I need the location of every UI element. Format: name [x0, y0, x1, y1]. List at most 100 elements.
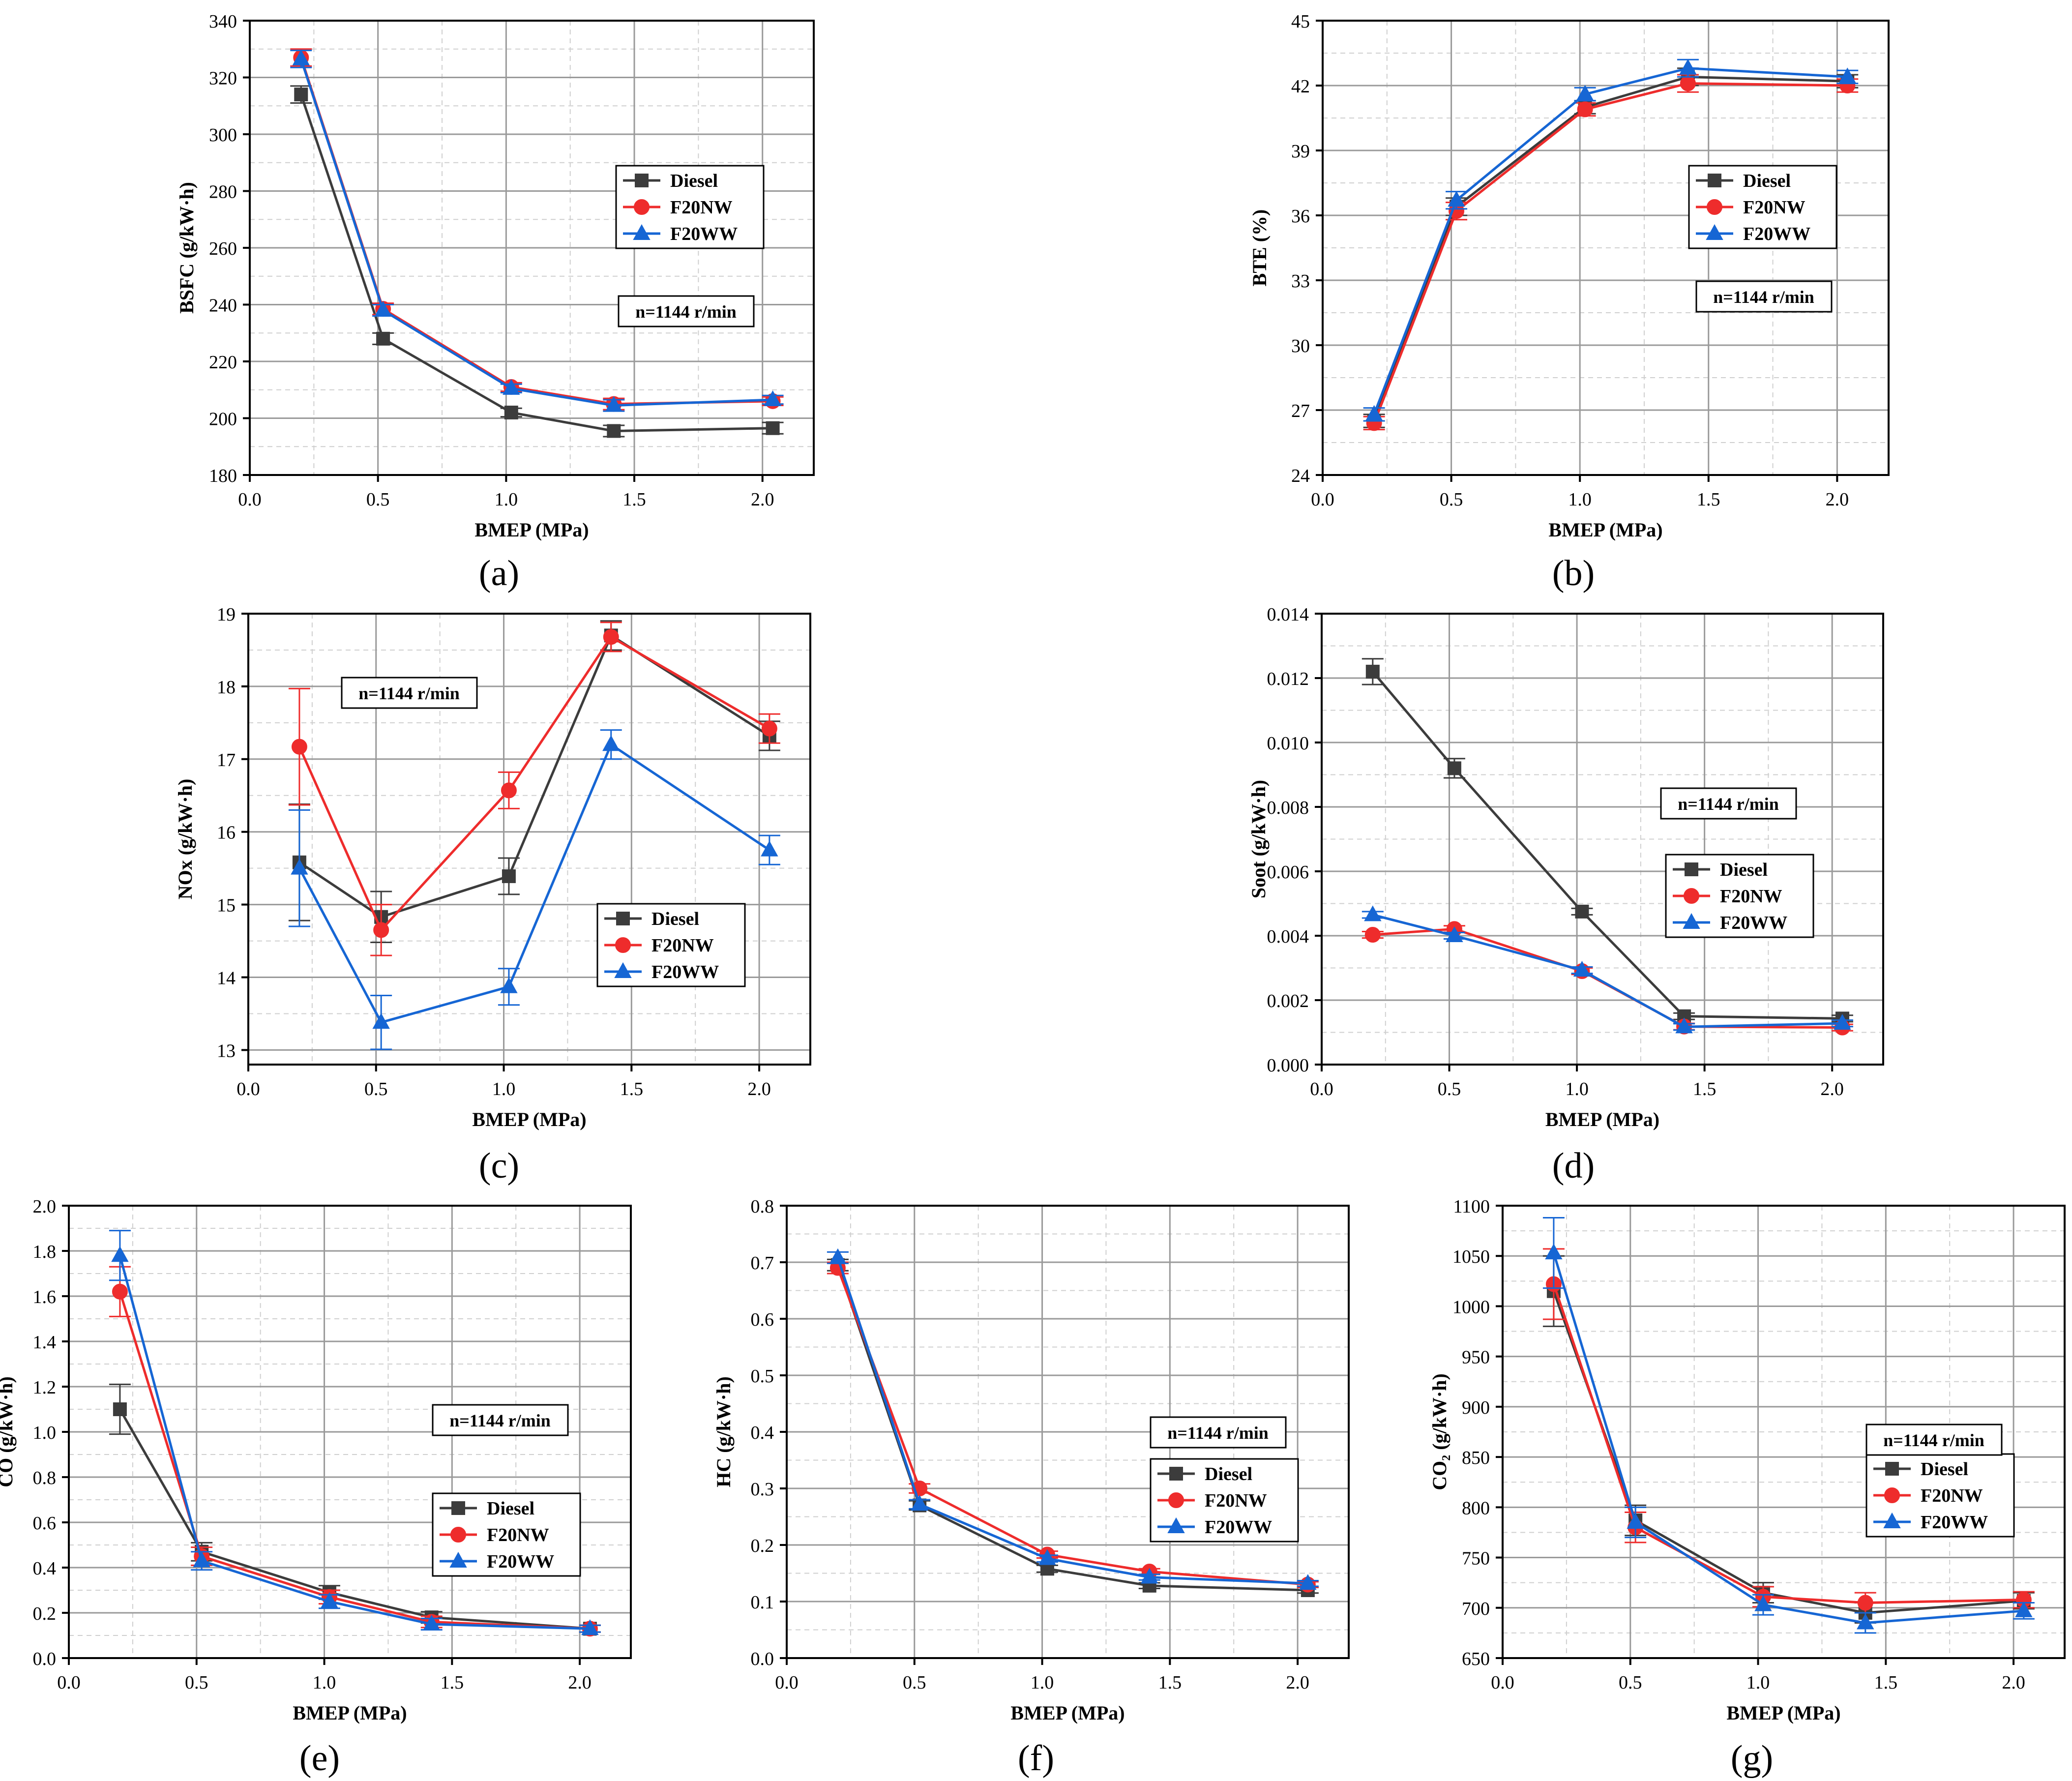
chart-panel-e: 0.0 0.5 1.0 1.5 2.0 0.0 0.2 0.4 0.6 0.8 1.0 1.2 1.4 1…	[0, 1196, 632, 1779]
speed-annotation: n=1144 r/min	[1695, 280, 1833, 313]
marker-square	[607, 424, 621, 438]
y-tick-label: 39	[1291, 141, 1310, 162]
x-tick-label: 0.0	[237, 1079, 260, 1099]
x-tick-label: 1.5	[1693, 1079, 1717, 1099]
legend-label: Diesel	[1743, 171, 1791, 191]
legend-label: F20NW	[1720, 886, 1782, 907]
marker-triangle	[1883, 1512, 1901, 1528]
marker-triangle	[500, 977, 518, 993]
panel-caption: (e)	[299, 1738, 340, 1779]
series-f20ww	[1542, 1217, 2035, 1634]
marker-circle	[112, 1283, 128, 1300]
y-tick-label: 0.0	[751, 1649, 774, 1669]
legend-label: F20NW	[1743, 197, 1806, 218]
speed-annotation: n=1144 r/min	[618, 295, 755, 327]
y-tick-label: 320	[209, 68, 237, 89]
x-tick-label: 1.5	[1158, 1672, 1182, 1693]
y-tick-label: 14	[217, 968, 236, 989]
legend-label: Diesel	[651, 909, 699, 929]
marker-circle	[615, 937, 631, 953]
y-tick-label: 0.010	[1267, 733, 1309, 754]
x-tick-label: 0.0	[1491, 1672, 1514, 1693]
marker-square	[635, 174, 649, 187]
annotation-box	[432, 1404, 569, 1436]
speed-annotation: n=1144 r/min	[1865, 1424, 2003, 1456]
annotation-box	[1150, 1416, 1287, 1449]
marker-triangle	[764, 390, 782, 406]
legend: Diesel F20NW F20WW	[1665, 854, 1814, 938]
y-tick-label: 1.6	[33, 1287, 57, 1307]
x-tick-label: 2.0	[1286, 1672, 1309, 1693]
y-tick-label: 650	[1462, 1649, 1490, 1669]
marker-triangle	[449, 1551, 467, 1568]
panel-caption: (g)	[1731, 1738, 1773, 1779]
series-diesel	[290, 85, 784, 438]
marker-triangle	[1857, 1613, 1874, 1630]
x-tick-label: 1.5	[620, 1079, 644, 1099]
y-tick-label: 17	[217, 750, 236, 771]
x-tick-label: 0.0	[1310, 1079, 1333, 1099]
marker-square	[113, 1402, 127, 1416]
x-tick-label: 2.0	[1826, 489, 1849, 510]
x-tick-label: 1.0	[495, 489, 518, 510]
panel-caption: (a)	[479, 553, 519, 594]
marker-triangle	[1545, 1244, 1563, 1260]
x-tick-label: 2.0	[568, 1672, 592, 1693]
y-tick-label: 700	[1462, 1599, 1490, 1619]
y-tick-label: 15	[217, 895, 236, 916]
y-tick-label: 0.8	[33, 1468, 57, 1488]
marker-circle	[1364, 927, 1381, 943]
marker-circle	[1684, 888, 1699, 904]
y-tick-label: 0.2	[751, 1536, 774, 1556]
marker-circle	[603, 629, 619, 645]
x-tick-label: 0.5	[1438, 1079, 1461, 1099]
annotation-box	[1660, 787, 1797, 820]
y-tick-label: 340	[209, 11, 237, 32]
x-tick-label: 0.5	[1619, 1672, 1642, 1693]
marker-circle	[450, 1527, 466, 1543]
marker-square	[1685, 862, 1698, 876]
y-tick-label: 900	[1462, 1397, 1490, 1418]
x-tick-label: 2.0	[751, 489, 774, 510]
marker-square	[504, 405, 518, 419]
legend-label: F20WW	[1205, 1517, 1272, 1538]
series-f20ww	[1363, 59, 1859, 422]
marker-triangle	[1167, 1517, 1185, 1533]
legend-label: F20WW	[651, 962, 719, 982]
marker-square	[451, 1501, 465, 1515]
marker-triangle	[374, 300, 392, 317]
y-axis-label: Soot (g/kW·h)	[1247, 780, 1270, 898]
y-tick-label: 0.8	[751, 1196, 774, 1217]
annotation-box	[341, 677, 478, 709]
y-axis-label: HC (g/kW·h)	[712, 1376, 735, 1487]
y-tick-label: 0.002	[1267, 991, 1309, 1011]
panel-caption: (d)	[1552, 1146, 1595, 1186]
legend-label: F20WW	[1921, 1512, 1988, 1533]
legend: Diesel F20NW F20WW	[432, 1492, 581, 1577]
annotation-text: n=1144 r/min	[1167, 1423, 1269, 1443]
x-axis-label: BMEP (MPa)	[472, 1108, 586, 1130]
x-tick-label: 0.5	[903, 1672, 926, 1693]
y-tick-label: 1000	[1452, 1297, 1490, 1317]
marker-triangle	[1627, 1513, 1644, 1529]
legend-label: F20WW	[487, 1551, 554, 1572]
marker-triangle	[602, 735, 620, 751]
y-tick-label: 1100	[1453, 1196, 1490, 1217]
x-tick-label: 0.5	[1440, 489, 1463, 510]
y-tick-label: 0.4	[33, 1558, 57, 1579]
marker-triangle	[605, 396, 623, 412]
marker-triangle	[1675, 1017, 1693, 1034]
marker-triangle	[111, 1246, 129, 1262]
x-tick-label: 1.5	[1697, 489, 1720, 510]
y-tick-label: 2.0	[33, 1196, 57, 1217]
marker-triangle	[291, 859, 308, 875]
marker-triangle	[1448, 191, 1465, 207]
y-tick-label: 13	[217, 1040, 236, 1061]
x-tick-label: 1.0	[1746, 1672, 1770, 1693]
y-tick-label: 750	[1462, 1548, 1490, 1569]
chart-panel-g: 0.0 0.5 1.0 1.5 2.0 650 700 750 800 850 900 950 1000…	[1428, 1196, 2066, 1779]
marker-triangle	[1838, 67, 1856, 84]
series-f20ww	[288, 729, 780, 1050]
series-f20nw	[288, 622, 780, 956]
